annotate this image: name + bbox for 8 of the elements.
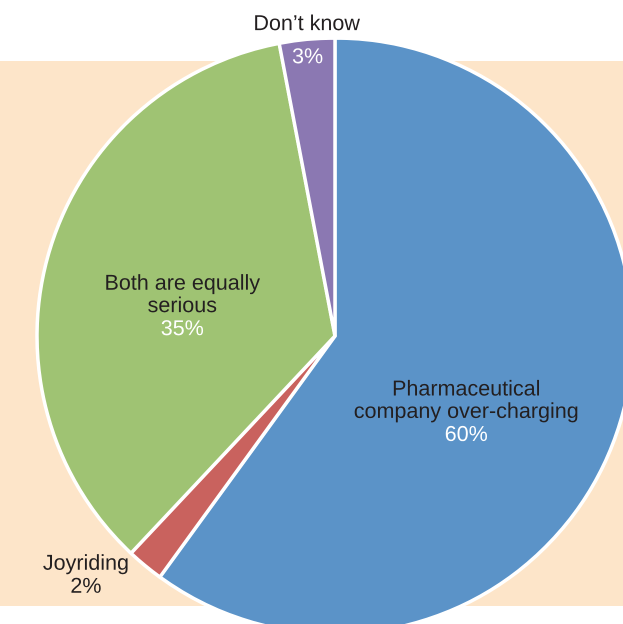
slice-label: Joyriding: [43, 554, 128, 574]
data-label: 3%: [292, 48, 322, 64]
slice-label: Pharmaceutical company over-charging: [354, 380, 578, 422]
slice-label: Don’t know: [255, 14, 360, 30]
slice-label: Both are equally serious: [106, 274, 260, 312]
data-label: 60%: [446, 426, 488, 442]
data-label: 35%: [162, 320, 204, 336]
data-label: 2%: [71, 578, 101, 593]
